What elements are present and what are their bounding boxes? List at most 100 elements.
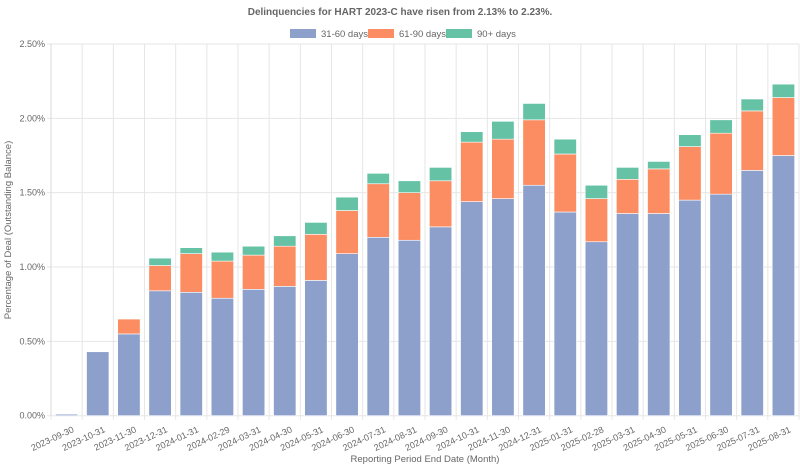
y-tick-label: 0.50% [19,336,45,346]
bar-90-days [429,167,453,182]
y-tick-label: 1.00% [19,262,45,272]
bar-stack-2025-05-31 [678,134,702,416]
bar-90-days [522,103,546,121]
bar-31-60-days [429,226,453,416]
bar-61-90-days [117,318,141,335]
bar-31-60-days [771,155,795,416]
bar-90-days [616,167,640,180]
bar-90-days [553,138,577,155]
legend-swatch [368,29,394,38]
bar-stack-2025-02-28 [584,184,608,416]
bars [55,83,795,417]
bar-31-60-days [616,213,640,416]
bar-61-90-days [179,253,203,293]
bar-stack-2024-05-31 [304,222,328,417]
bar-61-90-days [553,153,577,213]
bar-31-60-days [553,211,577,416]
bar-90-days [273,235,297,247]
bar-31-60-days [647,213,671,416]
bar-31-60-days [210,297,234,416]
bar-stack-2024-11-30 [491,121,515,416]
bar-31-60-days [273,286,297,416]
bar-61-90-days [335,210,359,254]
bar-61-90-days [397,192,421,241]
bar-31-60-days [740,170,764,417]
bar-90-days [771,83,795,98]
legend-label: 90+ days [477,29,516,40]
bar-90-days [740,98,764,112]
bar-61-90-days [709,132,733,195]
bar-stack-2025-06-30 [709,119,733,416]
bar-61-90-days [460,141,484,202]
legend: 31-60 days 61-90 days 90+ days [290,29,516,40]
y-tick-label: 2.00% [19,113,45,123]
bar-61-90-days [491,138,515,199]
bar-stack-2024-10-31 [460,131,484,416]
legend-item[interactable]: 61-90 days [368,29,446,40]
bar-stack-2023-09-30 [55,413,79,416]
y-tick-label: 2.50% [19,39,45,49]
y-axis-title: Percentage of Deal (Outstanding Balance) [3,141,14,320]
legend-item[interactable]: 90+ days [446,29,516,40]
bar-61-90-days [616,178,640,214]
bar-stack-2023-11-30 [117,318,141,416]
bar-stack-2025-04-30 [647,161,671,416]
bar-31-60-days [55,413,79,416]
legend-label: 61-90 days [399,29,446,40]
bar-90-days [210,251,234,262]
legend-label: 31-60 days [321,29,368,40]
bar-61-90-days [584,198,608,243]
legend-swatch [446,29,472,38]
bar-90-days [491,121,515,140]
bar-61-90-days [429,180,453,228]
bar-stack-2025-08-31 [771,83,795,416]
bar-stack-2024-09-30 [429,167,453,416]
bar-stack-2024-04-30 [273,235,297,416]
bar-31-60-days [366,236,390,416]
bar-61-90-days [678,146,702,201]
bar-61-90-days [304,234,328,281]
bar-stack-2024-07-31 [366,173,390,416]
bar-stack-2024-02-29 [210,251,234,416]
x-axis-ticks: 2023-09-302023-10-312023-11-302023-12-31… [29,424,792,453]
bar-31-60-days [335,253,359,416]
bar-31-60-days [117,333,141,416]
bar-31-60-days [460,201,484,416]
bar-90-days [148,257,172,266]
bar-stack-2024-12-31 [522,103,546,416]
bar-61-90-days [148,265,172,292]
bar-31-60-days [491,198,515,416]
bar-stack-2024-01-31 [179,247,203,416]
legend-item[interactable]: 31-60 days [290,29,368,40]
bar-90-days [242,245,266,256]
bar-61-90-days [522,119,546,186]
bar-31-60-days [678,199,702,416]
bar-stack-2023-10-31 [86,351,110,417]
bar-31-60-days [179,291,203,416]
bar-61-90-days [210,260,234,299]
x-axis-title: Reporting Period End Date (Month) [351,454,500,465]
bar-61-90-days [366,183,390,238]
bar-stack-2025-03-31 [616,167,640,416]
chart-title: Delinquencies for HART 2023-C have risen… [248,7,553,18]
y-tick-label: 1.50% [19,188,45,198]
bar-90-days [335,196,359,211]
y-axis-ticks: 0.00% 0.50% 1.00% 1.50% 2.00% 2.50% [19,39,45,421]
legend-swatch [290,29,316,38]
bar-stack-2024-06-30 [335,196,359,416]
bar-90-days [584,184,608,199]
bar-61-90-days [242,254,266,290]
bar-stack-2024-08-31 [397,180,421,416]
bar-stack-2025-07-31 [740,98,764,417]
bar-61-90-days [740,110,764,171]
bar-31-60-days [86,351,110,417]
grid [47,43,800,420]
bar-31-60-days [397,239,421,416]
bar-61-90-days [647,168,671,214]
bar-90-days [304,222,328,235]
bar-31-60-days [304,280,328,417]
bar-90-days [460,131,484,143]
bar-stack-2023-12-31 [148,257,172,417]
bar-90-days [678,134,702,147]
bar-stack-2024-03-31 [242,245,266,416]
